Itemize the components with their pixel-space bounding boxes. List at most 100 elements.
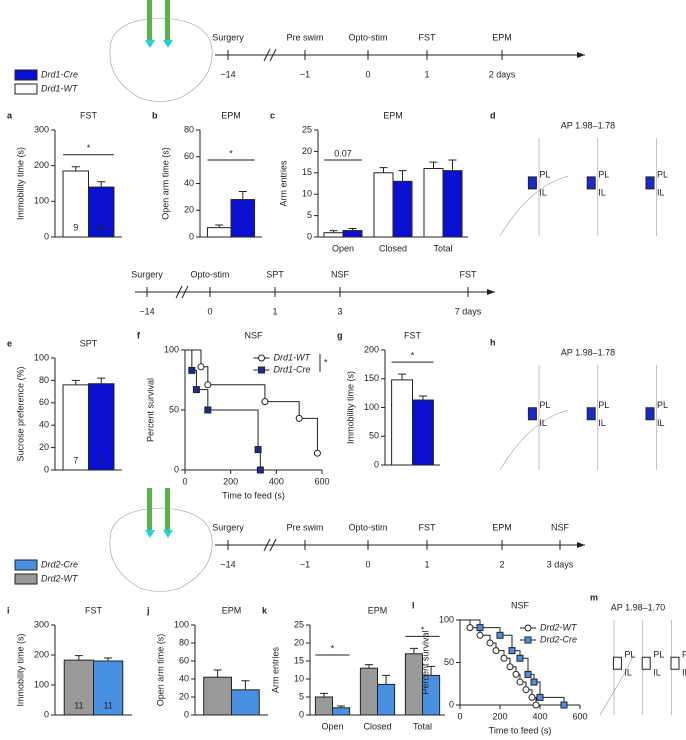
y-tick-label: 0 — [189, 231, 194, 241]
legend-label: Drd2-WT — [540, 622, 578, 632]
x-tick-label: 200 — [492, 711, 507, 721]
bar — [342, 230, 363, 238]
survival-point — [204, 406, 212, 414]
x-tick-label: 600 — [314, 476, 329, 486]
timeline-event: Surgery — [212, 32, 244, 42]
bar — [231, 689, 260, 716]
bar — [423, 168, 444, 238]
y-tick-label: 80 — [39, 375, 49, 385]
timeline-arrow — [487, 289, 495, 295]
legend-marker — [258, 366, 265, 374]
survival-point — [476, 624, 484, 632]
y-tick-label: 0 — [449, 699, 454, 709]
bar — [88, 186, 115, 238]
x-tick-label: 0 — [182, 476, 187, 486]
error-bar — [238, 191, 247, 200]
y-axis-label: Arm entries — [270, 646, 280, 693]
timeline-day: 0 — [365, 69, 370, 79]
timeline-day: 1 — [424, 559, 429, 569]
survival-point — [530, 678, 538, 686]
atlas-title: AP 1.98–1.78 — [561, 120, 615, 130]
y-tick-label: 300 — [34, 619, 49, 629]
bar — [93, 660, 124, 716]
panel-label: k — [262, 605, 268, 615]
legend-swatch — [14, 559, 38, 571]
timeline-day: 1 — [272, 306, 277, 316]
legend-marker — [524, 624, 532, 632]
y-tick-label: 100 — [34, 196, 49, 206]
timeline-event: EPM — [492, 522, 512, 532]
timeline-event: Pre swim — [286, 32, 323, 42]
timeline-event: Surgery — [131, 269, 163, 279]
brain-schematic — [109, 0, 213, 592]
timeline-day: −1 — [300, 69, 310, 79]
timeline-event: FST — [460, 269, 478, 279]
survival-point — [528, 693, 536, 701]
region-label: PL — [682, 650, 686, 660]
y-axis-label: Percent survival — [145, 378, 155, 442]
y-tick-label: 0 — [307, 231, 312, 241]
timeline-day: −1 — [300, 559, 310, 569]
y-tick-label: 200 — [364, 344, 379, 354]
y-tick-label: 20 — [302, 146, 312, 156]
panel-label: i — [7, 605, 10, 615]
legend-marker — [524, 636, 532, 644]
y-tick-label: 20 — [179, 691, 189, 701]
timeline-day: 7 days — [455, 306, 482, 316]
chart-title: NSF — [245, 330, 264, 340]
y-axis-label: Immobility time (s) — [345, 371, 355, 444]
region-label: IL — [657, 187, 665, 197]
atlas-outline — [599, 620, 672, 716]
timeline-day: 0 — [207, 306, 212, 316]
x-tick-label: 600 — [572, 711, 587, 721]
error-bar — [329, 230, 338, 233]
y-tick-label: 40 — [179, 673, 189, 683]
y-tick-label: 100 — [164, 344, 179, 354]
y-tick-label: 60 — [39, 397, 49, 407]
timeline-event: FST — [419, 522, 437, 532]
y-tick-label: 15 — [302, 167, 312, 177]
fiber-site — [670, 656, 680, 670]
fiber-site — [586, 407, 596, 421]
timeline-break — [263, 538, 277, 552]
timeline-event: SPT — [266, 269, 284, 279]
y-tick-label: 0 — [174, 464, 179, 474]
panel-label: h — [490, 337, 496, 347]
panel-label: f — [137, 330, 141, 340]
error-bar — [97, 181, 106, 188]
legend-label: Drd2-WT — [41, 573, 79, 583]
survival-point — [466, 624, 474, 632]
region-label: IL — [624, 668, 632, 678]
chart-title: SPT — [80, 338, 98, 348]
region-label: PL — [657, 400, 668, 410]
error-bar — [104, 657, 113, 661]
survival-point — [516, 678, 524, 686]
error-bar — [382, 674, 391, 685]
survival-point — [522, 686, 530, 694]
y-tick-label: 0 — [44, 464, 49, 474]
y-tick-label: 40 — [184, 178, 194, 188]
survival-point — [500, 654, 508, 662]
y-tick-label: 200 — [34, 160, 49, 170]
bar — [373, 172, 394, 238]
bar — [62, 384, 89, 471]
x-tick-label: 400 — [532, 711, 547, 721]
y-tick-label: 100 — [439, 614, 454, 624]
region-label: IL — [539, 418, 547, 428]
y-tick-label: 80 — [179, 637, 189, 647]
timeline-day: −14 — [220, 559, 235, 569]
x-tick-label: 400 — [269, 476, 284, 486]
survival-point — [204, 381, 212, 389]
x-tick-label: Closed — [379, 243, 407, 253]
legend-label: Drd1-WT — [41, 83, 79, 93]
chart-title: FST — [85, 605, 103, 615]
bar — [332, 707, 351, 716]
error-bar — [74, 655, 83, 661]
fiber-site — [612, 656, 622, 670]
bar — [323, 232, 344, 238]
panel-label: c — [270, 110, 275, 120]
y-tick-label: 20 — [39, 442, 49, 452]
annotation: * — [421, 625, 425, 635]
bar — [442, 170, 463, 238]
bar — [359, 667, 378, 716]
